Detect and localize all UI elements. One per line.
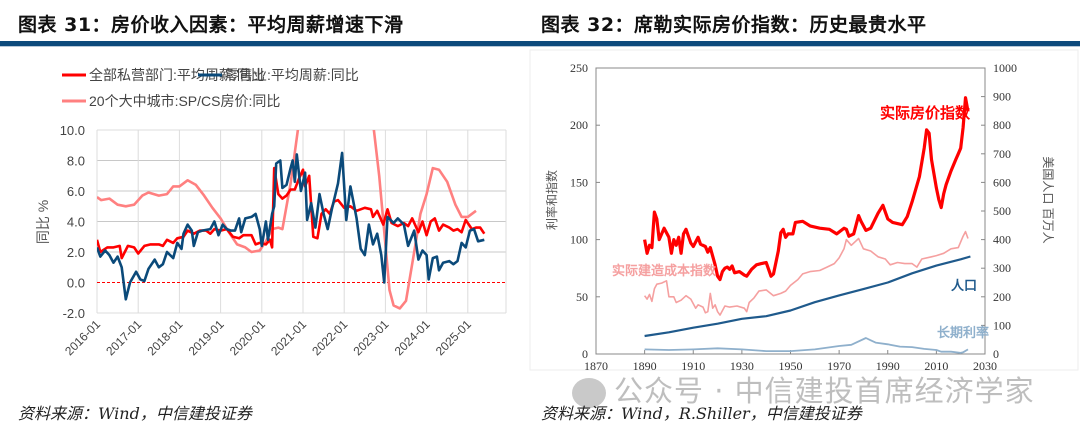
x-tick-label: 1950 <box>779 359 803 373</box>
y-tick-label: 250 <box>570 61 588 75</box>
y-tick-label: 200 <box>570 118 588 132</box>
y-tick-label: 4.0 <box>67 215 85 230</box>
y-tick-label: 8.0 <box>67 154 85 169</box>
x-tick-label: 1970 <box>827 359 851 373</box>
series-line-1 <box>643 230 969 316</box>
y2-tick-label: 500 <box>993 204 1011 218</box>
x-tick-label: 1930 <box>730 359 754 373</box>
x-tick-label: 2019-01 <box>186 317 227 358</box>
y-tick-label: 0.0 <box>67 276 85 291</box>
x-tick-label: 1910 <box>681 359 705 373</box>
wechat-icon <box>572 378 606 408</box>
x-tick-label: 1890 <box>633 359 657 373</box>
x-tick-label: 2010 <box>924 359 948 373</box>
x-tick-label: 2016-01 <box>62 317 103 358</box>
y2-tick-label: 400 <box>993 233 1011 247</box>
y2-tick-label: 600 <box>993 175 1011 189</box>
legend-label: 全部私营部门:平均周薪:同比 <box>89 67 265 83</box>
series-annotation: 实际建造成本指数 <box>612 263 717 278</box>
y2-tick-label: 0 <box>993 347 999 361</box>
x-tick-label: 2025-01 <box>433 317 474 358</box>
x-tick-label: 1990 <box>876 359 900 373</box>
series-annotation: 长期利率 <box>937 325 989 340</box>
y-tick-label: 0 <box>582 347 588 361</box>
x-tick-label: 2021-01 <box>268 317 309 358</box>
x-tick-label: 2030 <box>973 359 997 373</box>
y-tick-label: 50 <box>576 290 588 304</box>
y2-tick-label: 800 <box>993 118 1011 132</box>
series-line-0 <box>643 96 970 282</box>
y2-tick-label: 1000 <box>993 61 1017 75</box>
header-rule <box>0 41 1080 46</box>
x-tick-label: 2018-01 <box>144 317 185 358</box>
series-line-3 <box>644 337 969 354</box>
legend-label: 20个大中城市:SP/CS房价:同比 <box>89 93 280 109</box>
x-tick-label: 2017-01 <box>103 317 144 358</box>
x-tick-label: 2024-01 <box>392 317 433 358</box>
series-annotation: 实际房价指数 <box>880 104 971 122</box>
y2-tick-label: 700 <box>993 147 1011 161</box>
y-tick-label: 6.0 <box>67 184 85 199</box>
left-chart-title: 图表 31：房价收入因素：平均周薪增速下滑 <box>18 14 404 36</box>
x-tick-label: 2020-01 <box>227 317 268 358</box>
y-tick-label: 2.0 <box>67 245 85 260</box>
watermark-text: 公众号 · 中信建投首席经济学家 <box>614 374 1035 408</box>
right-chart: 0 50 100 150 200 250 0 100 200 300 400 500 600 700 800… <box>544 61 1055 373</box>
series-annotation: 人口 <box>951 278 977 293</box>
y2-tick-label: 300 <box>993 261 1011 275</box>
y2-tick-label: 200 <box>993 290 1011 304</box>
series-line-1 <box>97 151 485 301</box>
x-tick-label: 2023-01 <box>350 317 391 358</box>
y-axis-title: 同比 % <box>35 200 51 244</box>
series-line-2 <box>97 130 477 310</box>
right-source: 资料来源：Wind，R.Shiller，中信建投证券 <box>541 404 862 423</box>
y-tick-label: -2.0 <box>63 306 85 321</box>
y2-tick-label: 100 <box>993 318 1011 332</box>
y-tick-label: 100 <box>570 233 588 247</box>
right-chart-title: 图表 32：席勒实际房价指数：历史最贵水平 <box>541 14 927 36</box>
series-line-2 <box>644 255 971 338</box>
x-tick-label: 1870 <box>584 359 608 373</box>
y2-axis-title: 美国人口 百万人 <box>1041 156 1055 243</box>
x-tick-label: 2022-01 <box>309 317 350 358</box>
y2-tick-label: 900 <box>993 90 1011 104</box>
header-rule-thin <box>0 46 1080 47</box>
y-tick-label: 10.0 <box>60 123 85 138</box>
right-chart-frame <box>529 49 1079 371</box>
y-axis-title: 利率和指数 <box>544 170 559 230</box>
left-source: 资料来源：Wind，中信建投证券 <box>18 404 252 423</box>
watermark: 公众号 · 中信建投首席经济学家 <box>572 368 1035 410</box>
y-tick-label: 150 <box>570 175 588 189</box>
legend-label: 零售业:平均周薪:同比 <box>225 67 359 83</box>
